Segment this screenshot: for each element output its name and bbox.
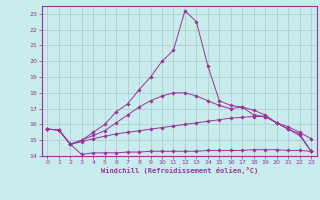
X-axis label: Windchill (Refroidissement éolien,°C): Windchill (Refroidissement éolien,°C): [100, 167, 258, 174]
